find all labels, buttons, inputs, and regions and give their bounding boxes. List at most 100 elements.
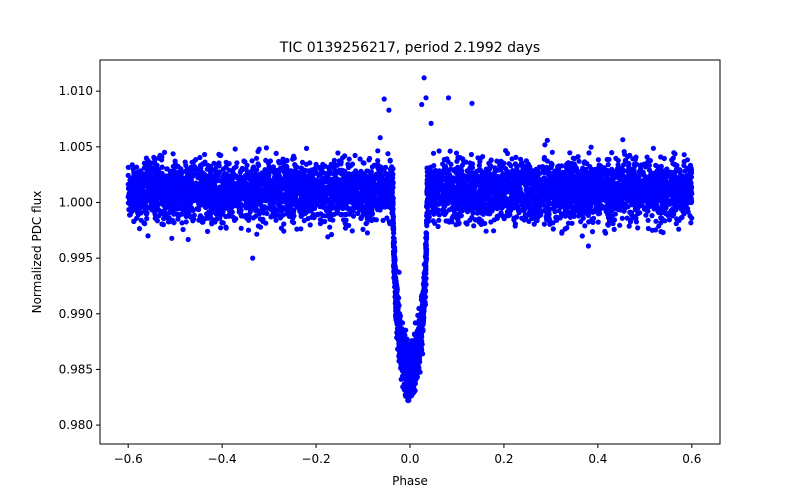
data-point bbox=[205, 228, 211, 234]
data-point bbox=[292, 163, 298, 169]
data-point bbox=[324, 213, 330, 219]
data-point bbox=[391, 255, 397, 261]
data-point bbox=[383, 164, 389, 170]
data-point bbox=[424, 217, 430, 224]
data-point bbox=[151, 160, 157, 166]
data-point bbox=[574, 167, 580, 173]
data-point bbox=[423, 240, 429, 246]
data-point bbox=[447, 148, 453, 154]
data-point bbox=[471, 223, 477, 229]
data-point bbox=[552, 209, 558, 215]
data-point bbox=[384, 215, 390, 221]
data-point bbox=[281, 164, 287, 170]
data-point bbox=[649, 213, 655, 219]
data-point bbox=[687, 162, 694, 168]
data-point bbox=[586, 150, 592, 156]
data-point bbox=[453, 150, 460, 156]
data-point bbox=[441, 204, 447, 210]
data-point bbox=[436, 211, 442, 218]
data-point bbox=[436, 148, 442, 154]
data-point bbox=[684, 157, 691, 163]
data-point bbox=[243, 166, 249, 172]
data-point bbox=[165, 219, 171, 225]
data-point bbox=[544, 137, 550, 143]
data-point bbox=[391, 227, 397, 233]
data-point bbox=[353, 168, 359, 174]
data-point bbox=[653, 227, 659, 233]
data-point bbox=[688, 220, 694, 226]
data-point bbox=[232, 146, 238, 152]
data-point bbox=[169, 217, 176, 223]
data-point bbox=[390, 235, 396, 241]
data-point bbox=[208, 206, 214, 212]
data-point bbox=[276, 158, 282, 165]
data-point bbox=[488, 219, 494, 225]
data-point bbox=[129, 162, 135, 168]
data-point bbox=[151, 154, 157, 160]
data-point bbox=[249, 158, 255, 164]
data-point bbox=[266, 172, 272, 178]
data-point bbox=[423, 259, 429, 265]
data-point bbox=[321, 201, 327, 208]
data-point bbox=[329, 231, 335, 238]
data-point bbox=[630, 156, 636, 162]
data-point bbox=[582, 223, 588, 229]
data-point bbox=[171, 210, 177, 216]
data-point bbox=[619, 215, 625, 221]
data-point bbox=[621, 149, 627, 155]
data-point bbox=[620, 137, 626, 143]
data-point bbox=[621, 162, 627, 168]
data-point bbox=[298, 226, 304, 232]
data-point bbox=[595, 219, 601, 225]
data-point bbox=[369, 217, 375, 224]
data-point bbox=[504, 150, 511, 157]
data-point bbox=[549, 149, 555, 155]
data-point bbox=[341, 217, 347, 223]
data-point bbox=[160, 222, 166, 228]
data-point bbox=[267, 201, 273, 207]
data-point bbox=[585, 243, 592, 249]
data-point bbox=[468, 165, 474, 171]
data-point bbox=[653, 218, 659, 224]
data-point bbox=[284, 157, 290, 163]
data-point bbox=[183, 219, 189, 225]
data-point bbox=[307, 222, 313, 228]
data-point bbox=[143, 155, 149, 161]
data-point bbox=[645, 217, 651, 223]
data-point bbox=[426, 209, 432, 215]
data-point bbox=[327, 224, 333, 230]
data-point bbox=[136, 226, 143, 232]
data-point bbox=[541, 221, 548, 227]
data-point bbox=[626, 223, 632, 229]
data-point bbox=[170, 163, 176, 170]
data-point bbox=[335, 150, 341, 156]
data-point bbox=[125, 172, 131, 178]
data-point bbox=[373, 217, 379, 223]
data-point bbox=[655, 164, 661, 170]
data-point bbox=[605, 222, 611, 228]
data-point bbox=[403, 327, 409, 333]
data-point bbox=[245, 227, 252, 233]
data-point bbox=[542, 142, 548, 148]
data-point bbox=[501, 214, 507, 220]
data-point bbox=[482, 220, 488, 227]
data-point bbox=[435, 223, 441, 230]
data-point bbox=[550, 226, 556, 232]
data-point bbox=[422, 269, 428, 275]
data-point bbox=[670, 155, 676, 161]
data-point bbox=[273, 150, 279, 156]
data-point bbox=[138, 217, 144, 223]
data-point bbox=[676, 226, 682, 232]
data-point bbox=[346, 156, 352, 162]
data-point bbox=[277, 215, 283, 221]
data-point bbox=[388, 169, 394, 175]
data-point bbox=[681, 152, 687, 158]
data-point bbox=[628, 217, 634, 223]
data-point bbox=[170, 151, 176, 157]
data-point bbox=[441, 156, 447, 163]
data-point bbox=[666, 217, 673, 223]
data-point bbox=[390, 207, 396, 214]
data-point bbox=[645, 225, 652, 232]
